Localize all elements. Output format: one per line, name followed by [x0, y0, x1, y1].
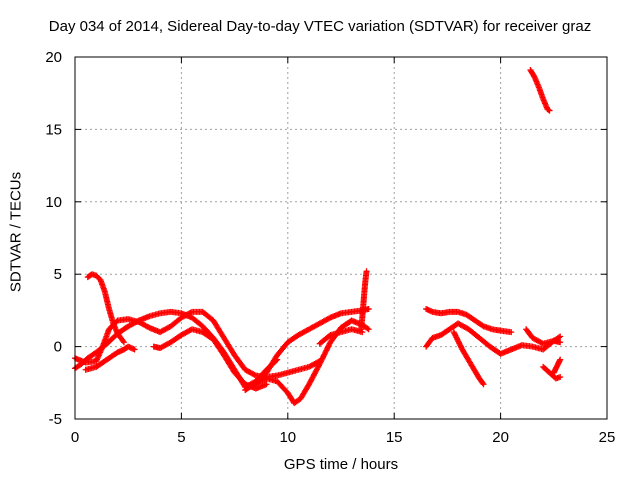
plot-frame	[74, 56, 608, 420]
x-tick-label: 10	[279, 429, 296, 446]
y-tick-label: 0	[54, 339, 62, 356]
data-point	[452, 333, 459, 340]
data-point	[452, 331, 459, 338]
data-point	[454, 335, 461, 342]
x-tick-label: 25	[599, 429, 616, 446]
data-point	[508, 329, 515, 336]
data-point	[456, 339, 463, 346]
data-point	[454, 337, 461, 344]
y-tick-label: -5	[49, 411, 62, 428]
series-pass-g	[242, 317, 372, 407]
data-point	[120, 338, 127, 345]
data-markers	[72, 67, 564, 407]
data-point	[451, 330, 458, 337]
y-tick-label: 5	[54, 266, 62, 283]
data-point	[359, 329, 366, 336]
x-tick-label: 15	[386, 429, 403, 446]
data-point	[557, 333, 564, 340]
series-pass-d	[82, 343, 138, 373]
data-point	[457, 343, 464, 350]
data-point	[365, 326, 372, 333]
y-tick-label: 20	[45, 49, 62, 66]
data-point	[326, 315, 333, 322]
data-point	[557, 356, 564, 363]
y-tick-label: 15	[45, 121, 62, 138]
data-point	[457, 342, 464, 349]
y-tick-label: 10	[45, 194, 62, 211]
series-pass-h	[316, 326, 366, 347]
data-point	[480, 381, 487, 388]
data-point	[263, 381, 270, 388]
axis-ticks: 0 5 10 15 20 25 -5 0 5 10 15 20	[45, 49, 615, 446]
data-point	[479, 380, 486, 387]
series-pass-p	[527, 67, 553, 114]
series-pass-j	[423, 305, 515, 336]
data-point	[365, 305, 372, 312]
data-point	[363, 268, 370, 275]
y-axis-label: SDTVAR / TECUs	[7, 171, 25, 293]
grid-lines	[75, 57, 607, 419]
x-axis-label: GPS time / hours	[283, 456, 399, 473]
data-point	[557, 374, 564, 381]
data-point	[455, 338, 462, 345]
data-point	[456, 341, 463, 348]
data-point	[557, 339, 564, 346]
series-pass-c	[84, 271, 127, 346]
series-pass-e	[150, 326, 270, 392]
series-pass-l	[450, 329, 487, 388]
data-point	[545, 106, 552, 113]
series-pass-o	[550, 356, 564, 376]
data-point	[453, 334, 460, 341]
data-point	[530, 73, 537, 80]
data-point	[450, 329, 457, 336]
x-tick-label: 20	[492, 429, 509, 446]
data-point	[131, 346, 138, 353]
x-tick-label: 5	[177, 429, 185, 446]
data-point	[546, 107, 553, 114]
data-point	[251, 371, 258, 378]
data-point	[187, 309, 194, 316]
series-pass-k	[423, 320, 564, 357]
data-point	[120, 339, 127, 346]
series-pass-m	[523, 326, 564, 347]
data-point	[364, 325, 371, 332]
series-pass-n	[540, 363, 564, 382]
data-point	[145, 324, 152, 331]
x-tick-label: 0	[71, 429, 79, 446]
series-pass-i	[358, 268, 370, 333]
chart-title: Day 034 of 2014, Sidereal Day-to-day VTE…	[48, 18, 592, 35]
